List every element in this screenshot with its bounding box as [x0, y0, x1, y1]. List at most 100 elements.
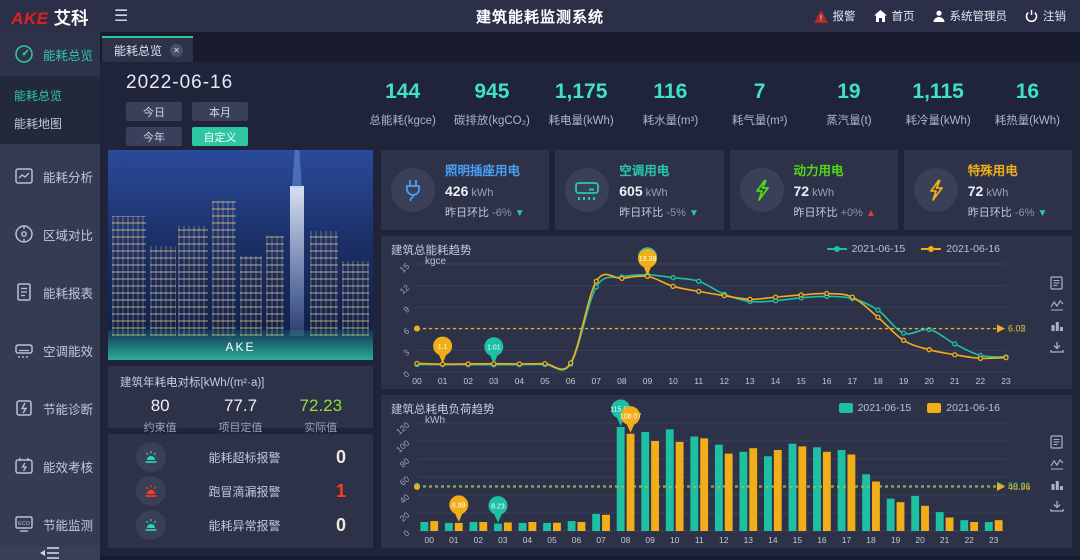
compass-icon — [14, 224, 34, 244]
sidebar-item-label: 能耗分析 — [43, 167, 93, 186]
user-icon — [933, 10, 945, 22]
custom-range-button[interactable]: 自定义 — [192, 127, 248, 146]
sidebar-item-diagnosis[interactable]: 节能诊断 — [0, 386, 100, 430]
line-chart-icon[interactable] — [1050, 299, 1064, 311]
home-menu-item[interactable]: 首页 — [874, 8, 915, 24]
right-column: 照明插座用电 426 kWh 昨日环比 -6% ▼ 空调用电 605 kWh 昨… — [381, 150, 1072, 548]
sidebar-collapse-button[interactable] — [0, 546, 100, 560]
kpi-label: 蒸汽量(t) — [804, 112, 893, 128]
data-view-icon[interactable] — [1050, 435, 1063, 449]
alarm-menu-item[interactable]: ! 报警 — [814, 8, 856, 24]
logo-text-en: AKE — [11, 9, 48, 28]
kpi-value: 116 — [626, 80, 715, 104]
card-value: 426 — [445, 183, 468, 199]
svg-text:21: 21 — [940, 535, 950, 545]
compare-label: 昨日环比 — [968, 207, 1012, 219]
sidebar-item-assessment[interactable]: 能效考核 — [0, 444, 100, 488]
submenu-item-map[interactable]: 能耗地图 — [0, 110, 100, 138]
sidebar-item-overview[interactable]: 能耗总览 — [0, 32, 100, 76]
sidebar-item-monitor[interactable]: ECO 节能监测 — [0, 502, 100, 546]
usage-cards: 照明插座用电 426 kWh 昨日环比 -6% ▼ 空调用电 605 kWh 昨… — [381, 150, 1072, 230]
kpi-label: 总能耗(kgce) — [358, 112, 447, 128]
alarm-row-over-limit[interactable]: 能耗超标报警 0 — [122, 442, 359, 472]
today-button[interactable]: 今日 — [126, 102, 182, 121]
bar-chart-icon[interactable] — [1050, 479, 1064, 491]
main-area: 能耗总览 ✕ 2022-06-16 今日 本月 今年 自定义 144 总能耗(kg… — [100, 32, 1080, 556]
svg-text:15: 15 — [796, 376, 806, 386]
user-menu-item[interactable]: 系统管理员 — [933, 8, 1008, 24]
svg-text:00: 00 — [425, 535, 435, 545]
date-panel: 2022-06-16 今日 本月 今年 自定义 — [108, 70, 358, 146]
submenu-item-overview[interactable]: 能耗总览 — [0, 82, 100, 110]
svg-text:8.99: 8.99 — [452, 503, 466, 510]
card-value: 72 — [968, 183, 984, 199]
card-special[interactable]: 特殊用电 72 kWh 昨日环比 -6% ▼ — [904, 150, 1072, 230]
legend-item-0615[interactable]: 2021-06-15 — [839, 402, 912, 414]
sidebar-item-compare[interactable]: 区域对比 — [0, 212, 100, 256]
air-conditioner-icon — [14, 340, 34, 360]
bar-legend-symbol — [839, 403, 853, 413]
sidebar-item-analysis[interactable]: 能耗分析 — [0, 154, 100, 198]
logout-menu-item[interactable]: 注销 — [1025, 8, 1066, 24]
kpi-value: 1,175 — [537, 80, 626, 104]
app-logo: AKE 艾科 — [0, 4, 100, 29]
tab-label: 能耗总览 — [114, 42, 162, 59]
svg-text:20: 20 — [398, 510, 412, 524]
download-icon[interactable] — [1050, 500, 1064, 512]
legend-label: 2021-06-15 — [852, 243, 906, 255]
kpi-value: 144 — [358, 80, 447, 104]
lightning-icon-yellow — [914, 168, 958, 212]
bar-chart-icon[interactable] — [1050, 320, 1064, 332]
data-view-icon[interactable] — [1050, 276, 1063, 290]
user-label: 系统管理员 — [950, 8, 1008, 24]
year-button[interactable]: 今年 — [126, 127, 182, 146]
legend-item-0616[interactable]: 2021-06-16 — [927, 402, 1000, 414]
sidebar-item-label: 能耗总览 — [43, 45, 93, 64]
kpi-label: 耗水量(m³) — [626, 112, 715, 128]
line-chart-icon[interactable] — [1050, 458, 1064, 470]
svg-text:21: 21 — [950, 376, 960, 386]
svg-text:22: 22 — [964, 535, 974, 545]
svg-text:18: 18 — [873, 376, 883, 386]
svg-text:15: 15 — [793, 535, 803, 545]
card-title: 空调用电 — [619, 160, 699, 179]
card-hvac[interactable]: 空调用电 605 kWh 昨日环比 -5% ▼ — [555, 150, 723, 230]
svg-text:14: 14 — [771, 376, 781, 386]
svg-text:06: 06 — [566, 376, 576, 386]
sidebar-item-hvac[interactable]: 空调能效 — [0, 328, 100, 372]
menu-toggle-icon[interactable]: ☰ — [114, 6, 128, 26]
alarm-label: 能耗异常报警 — [166, 517, 323, 534]
svg-text:00: 00 — [412, 376, 422, 386]
card-unit: kWh — [986, 187, 1008, 199]
svg-text:04: 04 — [515, 376, 525, 386]
card-power[interactable]: 动力用电 72 kWh 昨日环比 +0% ▲ — [730, 150, 898, 230]
svg-text:06: 06 — [572, 535, 582, 545]
alarm-row-leakage[interactable]: 跑冒滴漏报警 1 — [122, 476, 359, 506]
up-arrow-icon: ▲ — [866, 208, 876, 219]
tab-close-icon[interactable]: ✕ — [170, 44, 183, 57]
card-unit: kWh — [471, 187, 493, 199]
legend-item-0615[interactable]: 2021-06-15 — [827, 243, 906, 255]
svg-text:0: 0 — [401, 528, 411, 539]
alarm-row-abnormal[interactable]: 能耗异常报警 0 — [122, 510, 359, 540]
month-button[interactable]: 本月 — [192, 102, 248, 121]
legend-item-0616[interactable]: 2021-06-16 — [921, 243, 1000, 255]
card-title: 特殊用电 — [968, 160, 1048, 179]
down-arrow-icon: ▼ — [1037, 208, 1047, 219]
sidebar-item-label: 空调能效 — [43, 341, 93, 360]
sidebar-item-report[interactable]: 能耗报表 — [0, 270, 100, 314]
card-lighting-sockets[interactable]: 照明插座用电 426 kWh 昨日环比 -6% ▼ — [381, 150, 549, 230]
tab-energy-overview[interactable]: 能耗总览 ✕ — [102, 36, 193, 62]
kpi-label: 耗电量(kWh) — [537, 112, 626, 128]
alarm-count: 0 — [323, 515, 359, 536]
download-icon[interactable] — [1050, 341, 1064, 353]
chart-y-unit: kWh — [425, 415, 445, 426]
svg-text:23: 23 — [1001, 376, 1011, 386]
siren-icon-teal — [136, 510, 166, 540]
